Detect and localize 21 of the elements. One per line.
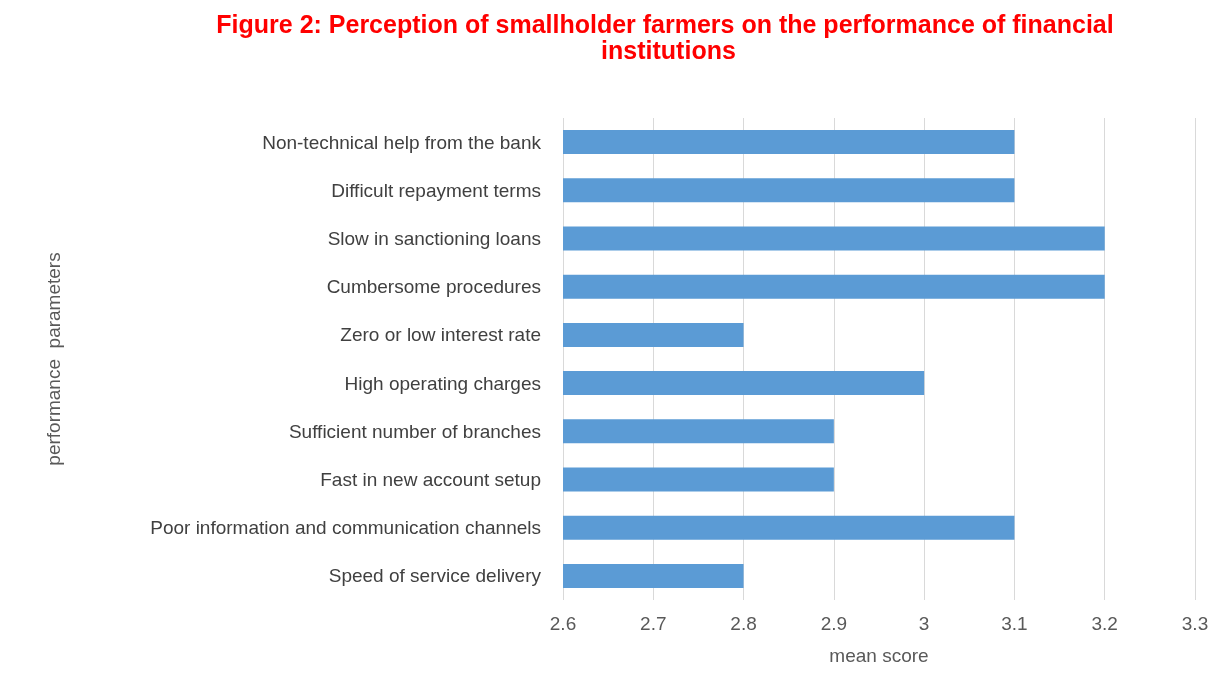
x-tick-label: 3.2 xyxy=(1091,613,1118,634)
x-tick-label: 3.1 xyxy=(1001,613,1028,634)
y-tick-label: Difficult repayment terms xyxy=(331,179,541,201)
y-tick-label: Fast in new account setup xyxy=(320,469,541,490)
y-tick-label: Non-technical help from the bank xyxy=(262,131,542,153)
y-axis-title: performance parameters xyxy=(43,252,64,466)
y-tick-label: Cumbersome procedures xyxy=(326,276,541,298)
y-tick-label: Slow in sanctioning loans xyxy=(327,228,541,249)
y-tick-label: High operating charges xyxy=(344,372,541,394)
chart-title: Figure 2: Perception of smallholder farmers on the performance of financial institutions xyxy=(216,10,1114,64)
x-tick-label: 3.3 xyxy=(1181,613,1209,634)
x-tick-label: 2.8 xyxy=(730,613,757,634)
y-tick-label: Sufficient number of branches xyxy=(288,420,541,442)
x-tick-label: 2.6 xyxy=(549,613,577,634)
y-tick-label: Speed of service delivery xyxy=(328,565,542,587)
x-tick-label: 2.7 xyxy=(640,613,667,634)
x-tick-label: 2.9 xyxy=(820,613,848,634)
x-tick-label: 3 xyxy=(918,613,930,634)
y-tick-label: Poor information and communication channels xyxy=(150,517,541,539)
y-tick-label: Zero or low interest rate xyxy=(340,324,541,346)
x-axis-title: mean score xyxy=(829,645,929,666)
